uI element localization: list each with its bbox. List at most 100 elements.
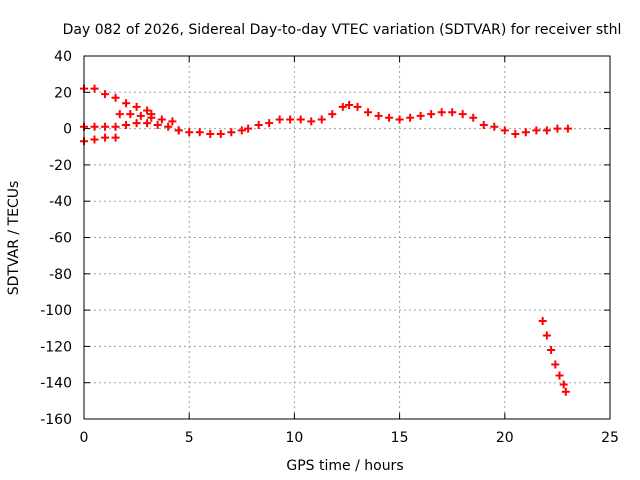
data-point [237, 126, 246, 135]
data-point [317, 115, 326, 124]
data-point [136, 111, 145, 120]
data-point [143, 119, 152, 128]
data-point [547, 346, 556, 355]
plot-frame [83, 55, 611, 420]
data-point [90, 122, 99, 131]
data-point [122, 120, 131, 129]
data-point [521, 128, 530, 137]
data-point [345, 101, 354, 110]
data-point [132, 119, 141, 128]
series-6 [254, 101, 478, 129]
x-tick-label: 25 [601, 430, 619, 446]
data-point [538, 316, 547, 325]
data-point [448, 108, 457, 117]
y-tick-label: -140 [40, 376, 72, 392]
x-axis-label: GPS time / hours [286, 458, 403, 474]
data-point [111, 122, 120, 131]
x-tick-label: 15 [391, 430, 409, 446]
data-point [328, 110, 337, 119]
data-point [164, 122, 173, 131]
data-point [101, 122, 110, 131]
data-point [132, 102, 141, 111]
data-point [542, 331, 551, 340]
series-7 [479, 120, 572, 139]
data-point [265, 119, 274, 128]
data-point [490, 122, 499, 131]
data-point [364, 108, 373, 117]
data-point [275, 115, 284, 124]
data-point [385, 113, 394, 122]
data-point [559, 380, 568, 389]
y-axis-label: SDTVAR / TECUs [6, 181, 22, 296]
data-point [101, 90, 110, 99]
data-point [286, 115, 295, 124]
data-point [195, 128, 204, 137]
data-point [254, 120, 263, 129]
series-2 [80, 119, 183, 135]
data-point [500, 126, 509, 135]
series-5 [174, 124, 253, 139]
data-point [244, 124, 253, 133]
data-point [296, 115, 305, 124]
x-tick-label: 5 [185, 430, 194, 446]
data-points [80, 84, 572, 396]
chart-title: Day 082 of 2026, Sidereal Day-to-day VTE… [63, 22, 622, 38]
data-point [174, 126, 183, 135]
data-point [157, 115, 166, 124]
data-point [90, 135, 99, 144]
series-4 [115, 110, 177, 126]
series-1 [80, 84, 156, 119]
data-point [555, 371, 564, 380]
series-8 [538, 316, 570, 396]
data-point [427, 110, 436, 119]
y-tick-label: 0 [63, 122, 72, 138]
data-point [338, 102, 347, 111]
y-tick-label: -100 [40, 303, 72, 319]
data-point [551, 360, 560, 369]
data-point [469, 113, 478, 122]
y-tick-label: 20 [54, 85, 72, 101]
data-point [479, 120, 488, 129]
grid-lines [84, 56, 610, 419]
data-point [437, 108, 446, 117]
y-tick-label: -60 [49, 231, 72, 247]
x-tick-label: 0 [80, 430, 89, 446]
y-tick-label: 40 [54, 49, 72, 65]
axis-ticks: 0 5 10 15 20 25 -160 -140 -120 -100 -80 -60 -40 -20 0 2… [40, 49, 619, 446]
data-point [206, 130, 215, 139]
data-point [511, 130, 520, 139]
y-tick-label: -40 [49, 194, 72, 210]
data-point [153, 120, 162, 129]
data-point [111, 133, 120, 142]
data-point [395, 115, 404, 124]
data-point [101, 133, 110, 142]
data-point [307, 117, 316, 126]
data-point [353, 102, 362, 111]
data-point [122, 99, 131, 108]
y-tick-label: -120 [40, 339, 72, 355]
data-point [143, 106, 152, 115]
data-point [561, 387, 570, 396]
data-point [185, 128, 194, 137]
data-point [458, 110, 467, 119]
data-point [542, 126, 551, 135]
data-point [147, 113, 156, 122]
y-tick-label: -80 [49, 267, 72, 283]
x-tick-label: 10 [285, 430, 303, 446]
data-point [168, 117, 177, 126]
series-3 [80, 133, 120, 146]
data-point [406, 113, 415, 122]
data-point [227, 128, 236, 137]
data-point [374, 111, 383, 120]
y-tick-label: -20 [49, 158, 72, 174]
data-point [111, 93, 120, 102]
data-point [532, 126, 541, 135]
data-point [563, 124, 572, 133]
x-tick-label: 20 [496, 430, 514, 446]
data-point [216, 130, 225, 139]
data-point [416, 111, 425, 120]
data-point [553, 124, 562, 133]
data-point [90, 84, 99, 93]
y-tick-label: -160 [40, 412, 72, 428]
